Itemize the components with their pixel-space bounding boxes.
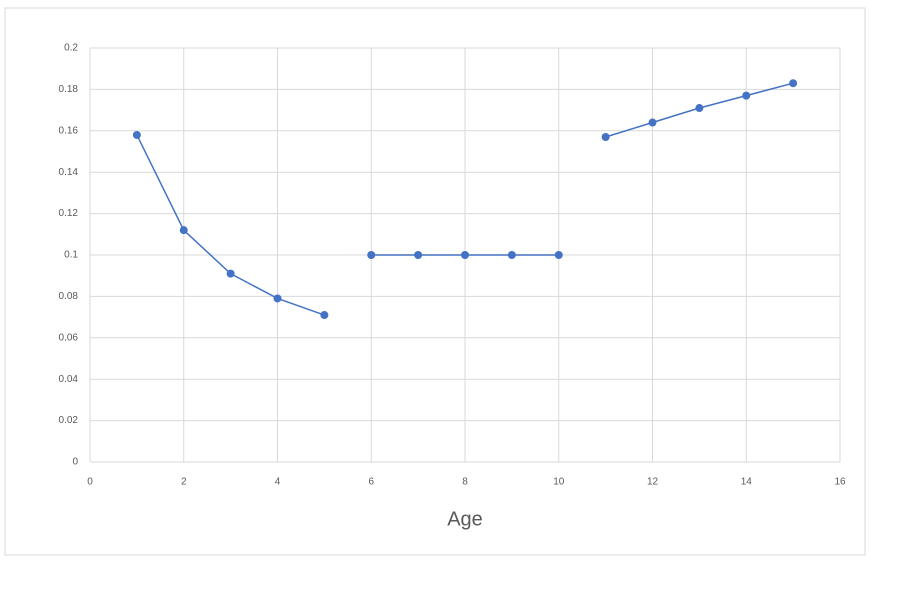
- chart-border: [4, 7, 866, 556]
- point: [367, 251, 376, 259]
- point: [273, 294, 282, 303]
- y-tick-label: 0.04: [59, 374, 79, 385]
- point: [320, 311, 329, 320]
- y-tick-label: 0.08: [59, 291, 79, 302]
- y-tick-label: 0.14: [59, 167, 79, 178]
- x-tick-label: 0: [87, 477, 93, 488]
- y-tick-label: 0.06: [59, 332, 79, 343]
- x-axis-title: Age: [447, 508, 483, 530]
- x-tick-label: 4: [275, 477, 281, 488]
- y-tick-label: 0.02: [59, 415, 79, 426]
- point: [742, 91, 751, 100]
- x-tick-label: 8: [462, 477, 468, 488]
- point: [179, 226, 188, 235]
- y-tick-label: 0.1: [64, 250, 78, 261]
- y-tick-label: 0.18: [59, 84, 79, 95]
- x-tick-label: 12: [647, 477, 659, 488]
- point: [226, 269, 235, 278]
- x-tick-label: 10: [553, 477, 565, 488]
- point: [507, 251, 516, 259]
- y-tick-label: 0.2: [64, 43, 78, 54]
- point: [601, 133, 610, 142]
- x-tick-label: 14: [741, 477, 753, 488]
- point: [132, 130, 141, 139]
- point: [789, 79, 798, 88]
- x-tick-label: 16: [834, 477, 846, 488]
- x-tick-label: 2: [181, 477, 187, 488]
- point: [461, 251, 469, 259]
- point: [554, 251, 563, 259]
- y-tick-label: 0: [72, 457, 78, 468]
- y-tick-label: 0.16: [59, 125, 79, 136]
- point: [648, 118, 657, 127]
- point: [695, 104, 704, 113]
- point: [414, 251, 423, 259]
- x-tick-label: 6: [368, 477, 374, 488]
- y-tick-label: 0.12: [59, 208, 79, 219]
